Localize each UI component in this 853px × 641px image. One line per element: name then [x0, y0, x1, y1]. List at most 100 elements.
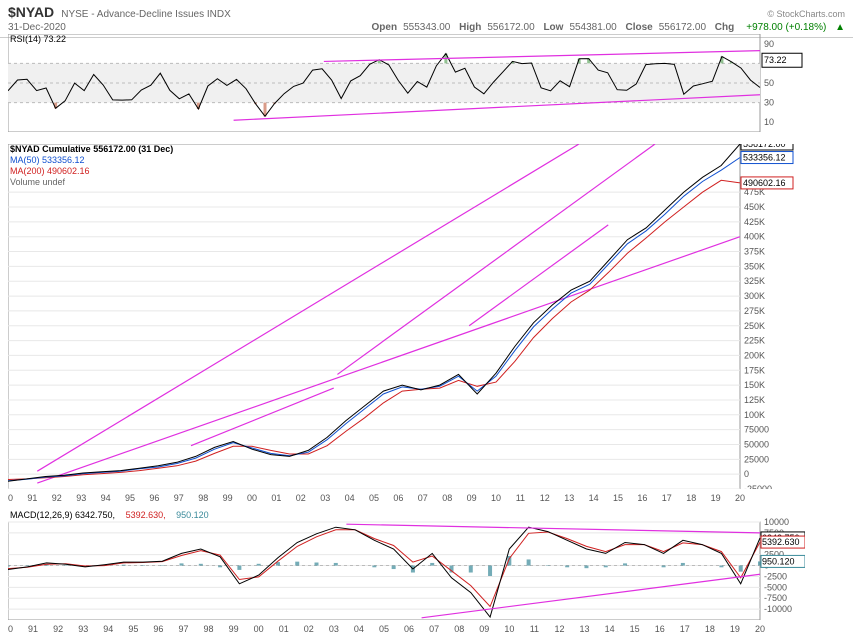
svg-text:175K: 175K: [744, 365, 765, 375]
price-legend: $NYAD Cumulative 556172.00 (31 Dec) MA(5…: [10, 144, 173, 188]
svg-text:16: 16: [637, 493, 647, 503]
svg-text:556172.00: 556172.00: [743, 144, 786, 149]
svg-text:04: 04: [345, 493, 355, 503]
svg-text:12: 12: [554, 624, 564, 634]
svg-text:94: 94: [101, 493, 111, 503]
ohlc-block: Open555343.00 High556172.00 Low554381.00…: [366, 22, 845, 33]
svg-text:11: 11: [530, 624, 539, 634]
svg-text:950.120: 950.120: [762, 556, 795, 566]
svg-text:07: 07: [418, 493, 428, 503]
svg-text:09: 09: [467, 493, 477, 503]
svg-text:92: 92: [52, 493, 62, 503]
svg-text:95: 95: [128, 624, 138, 634]
svg-text:18: 18: [686, 493, 696, 503]
svg-text:50: 50: [764, 78, 774, 88]
svg-text:97: 97: [174, 493, 184, 503]
svg-text:94: 94: [103, 624, 113, 634]
svg-text:225K: 225K: [744, 336, 765, 346]
svg-text:13: 13: [580, 624, 590, 634]
svg-text:375K: 375K: [744, 247, 765, 257]
svg-text:06: 06: [393, 493, 403, 503]
svg-text:19: 19: [730, 624, 740, 634]
svg-text:98: 98: [198, 493, 208, 503]
price-panel: $NYAD Cumulative 556172.00 (31 Dec) MA(5…: [8, 144, 795, 489]
svg-text:10: 10: [504, 624, 514, 634]
ticker-symbol: $NYAD: [8, 4, 54, 20]
svg-text:16: 16: [655, 624, 665, 634]
svg-text:05: 05: [369, 493, 379, 503]
exchange-name: NYSE - Advance-Decline Issues INDX: [61, 9, 231, 20]
svg-text:99: 99: [223, 493, 233, 503]
rsi-chart: 103050709073.22: [8, 34, 805, 132]
svg-text:17: 17: [662, 493, 672, 503]
svg-text:15: 15: [630, 624, 640, 634]
svg-text:250K: 250K: [744, 321, 765, 331]
date-label: 31-Dec-2020: [8, 22, 66, 33]
svg-text:17: 17: [680, 624, 690, 634]
svg-text:01: 01: [279, 624, 289, 634]
svg-text:325K: 325K: [744, 276, 765, 286]
rsi-legend: RSI(14) 73.22: [10, 34, 66, 44]
svg-text:05: 05: [379, 624, 389, 634]
svg-text:125K: 125K: [744, 395, 765, 405]
svg-text:93: 93: [76, 493, 86, 503]
svg-text:12: 12: [540, 493, 550, 503]
svg-text:10000: 10000: [764, 517, 789, 527]
svg-text:20: 20: [735, 493, 745, 503]
svg-text:-2500: -2500: [764, 571, 787, 581]
svg-text:200K: 200K: [744, 350, 765, 360]
up-arrow-icon: ▲: [835, 22, 845, 33]
svg-text:98: 98: [204, 624, 214, 634]
macd-chart: -10000-7500-5000-2500025007500100006342.…: [8, 510, 805, 620]
svg-text:19: 19: [711, 493, 721, 503]
svg-text:96: 96: [153, 624, 163, 634]
svg-text:100K: 100K: [744, 410, 765, 420]
svg-text:02: 02: [304, 624, 314, 634]
svg-text:0: 0: [744, 469, 749, 479]
svg-text:14: 14: [605, 624, 615, 634]
svg-text:02: 02: [296, 493, 306, 503]
svg-text:275K: 275K: [744, 306, 765, 316]
svg-text:533356.12: 533356.12: [743, 153, 786, 163]
svg-text:90: 90: [8, 624, 13, 634]
svg-text:11: 11: [516, 493, 525, 503]
svg-text:300K: 300K: [744, 291, 765, 301]
svg-text:450K: 450K: [744, 202, 765, 212]
svg-text:04: 04: [354, 624, 364, 634]
svg-text:73.22: 73.22: [764, 55, 787, 65]
svg-text:03: 03: [320, 493, 330, 503]
xaxis-bottom: 9091929394959697989900010203040506070809…: [8, 621, 805, 635]
svg-text:10: 10: [764, 117, 774, 127]
macd-legend: MACD(12,26,9) 6342.750, 5392.630, 950.12…: [10, 510, 217, 520]
svg-text:99: 99: [229, 624, 239, 634]
svg-text:75000: 75000: [744, 425, 769, 435]
svg-text:09: 09: [479, 624, 489, 634]
svg-text:01: 01: [271, 493, 281, 503]
svg-text:90: 90: [8, 493, 13, 503]
rsi-panel: RSI(14) 73.22 103050709073.22: [8, 34, 805, 132]
svg-text:50000: 50000: [744, 439, 769, 449]
svg-text:20: 20: [755, 624, 765, 634]
svg-text:350K: 350K: [744, 261, 765, 271]
svg-text:92: 92: [53, 624, 63, 634]
svg-text:91: 91: [27, 493, 37, 503]
svg-text:-25000: -25000: [744, 484, 772, 489]
svg-text:25000: 25000: [744, 454, 769, 464]
svg-text:30: 30: [764, 98, 774, 108]
chart-header: $NYAD NYSE - Advance-Decline Issues INDX…: [0, 0, 853, 38]
svg-text:06: 06: [404, 624, 414, 634]
svg-text:-5000: -5000: [764, 582, 787, 592]
svg-text:00: 00: [254, 624, 264, 634]
macd-panel: MACD(12,26,9) 6342.750, 5392.630, 950.12…: [8, 510, 805, 620]
svg-text:96: 96: [149, 493, 159, 503]
svg-text:91: 91: [28, 624, 38, 634]
credit-label: © StockCharts.com: [767, 9, 845, 19]
svg-text:95: 95: [125, 493, 135, 503]
svg-text:425K: 425K: [744, 217, 765, 227]
svg-text:08: 08: [454, 624, 464, 634]
svg-text:90: 90: [764, 39, 774, 49]
svg-text:400K: 400K: [744, 232, 765, 242]
svg-text:-7500: -7500: [764, 593, 787, 603]
svg-text:13: 13: [564, 493, 574, 503]
price-chart: -250000250005000075000100K125K150K175K20…: [8, 144, 795, 489]
